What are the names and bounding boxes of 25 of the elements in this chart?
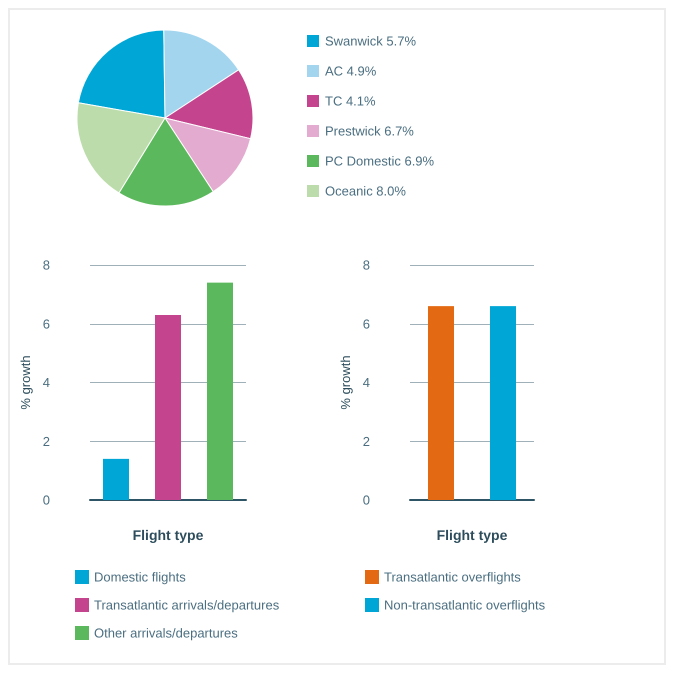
y-axis-title: % growth xyxy=(18,355,33,410)
legend-label: Oceanic 8.0% xyxy=(325,184,406,198)
y-tick-label: 4 xyxy=(42,375,50,390)
x-axis-title: Flight type xyxy=(132,527,204,543)
y-tick-label: 2 xyxy=(362,434,370,449)
legend-label: AC 4.9% xyxy=(325,64,377,78)
y-tick-label: 0 xyxy=(362,492,370,508)
legend-label: Swanwick 5.7% xyxy=(325,34,416,48)
legend-label: Transatlantic arrivals/departures xyxy=(94,598,280,612)
legend-label: TC 4.1% xyxy=(325,94,376,108)
legend-label: Non-transatlantic overflights xyxy=(384,598,546,612)
x-axis-title: Flight type xyxy=(436,527,508,543)
y-tick-label: 6 xyxy=(362,316,370,332)
y-tick-label: 6 xyxy=(42,316,50,332)
y-tick-label: 4 xyxy=(362,375,370,390)
legend-label: PC Domestic 6.9% xyxy=(325,154,435,168)
legend-label: Other arrivals/departures xyxy=(94,626,238,640)
legend-label: Domestic flights xyxy=(94,570,186,584)
y-tick-label: 8 xyxy=(362,258,370,272)
y-tick-label: 0 xyxy=(42,492,50,508)
y-axis-title: % growth xyxy=(338,355,353,410)
legend-label: Prestwick 6.7% xyxy=(325,124,414,138)
legend-label: Transatlantic overflights xyxy=(384,570,522,584)
y-tick-label: 8 xyxy=(42,258,50,272)
y-tick-label: 2 xyxy=(42,434,50,449)
